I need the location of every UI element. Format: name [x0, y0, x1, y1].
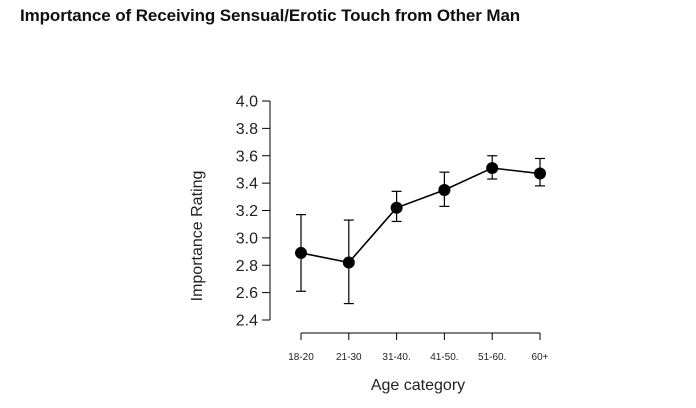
y-axis-label: Importance Rating — [189, 171, 206, 302]
data-point — [390, 201, 403, 214]
y-tick-label: 3.2 — [236, 203, 258, 220]
x-tick-label: 41-50. — [430, 352, 458, 363]
x-tick-label: 31-40. — [382, 352, 410, 363]
data-point — [342, 256, 355, 269]
chart-title: Importance of Receiving Sensual/Erotic T… — [20, 6, 521, 25]
x-tick-label: 60+ — [532, 352, 549, 363]
y-tick-label: 2.4 — [236, 313, 258, 330]
data-point — [534, 167, 546, 180]
series-line — [295, 155, 546, 305]
y-tick-label: 3.0 — [236, 230, 258, 247]
y-tick-label: 3.8 — [236, 121, 258, 138]
series-path — [300, 167, 541, 264]
x-tick-label: 18-20 — [288, 352, 314, 363]
x-axis-label: Age category — [371, 377, 465, 394]
data-point — [295, 246, 307, 259]
x-axis: 18-20 21-30 31-40. 41-50. 51-60. 60+ — [288, 332, 549, 363]
y-tick-label: 2.6 — [236, 285, 258, 302]
x-tick-label: 51-60. — [478, 352, 506, 363]
y-tick-label: 4.0 — [236, 94, 258, 111]
y-tick-label: 2.8 — [236, 258, 258, 275]
y-axis: 2.4 2.6 2.8 3.0 3.2 3.4 3.6 3.8 4.0 — [236, 94, 271, 330]
x-tick-label: 21-30 — [336, 352, 362, 363]
y-tick-label: 3.4 — [236, 176, 258, 193]
data-point — [438, 183, 451, 196]
y-tick-label: 3.6 — [236, 148, 258, 165]
data-point — [486, 162, 499, 175]
